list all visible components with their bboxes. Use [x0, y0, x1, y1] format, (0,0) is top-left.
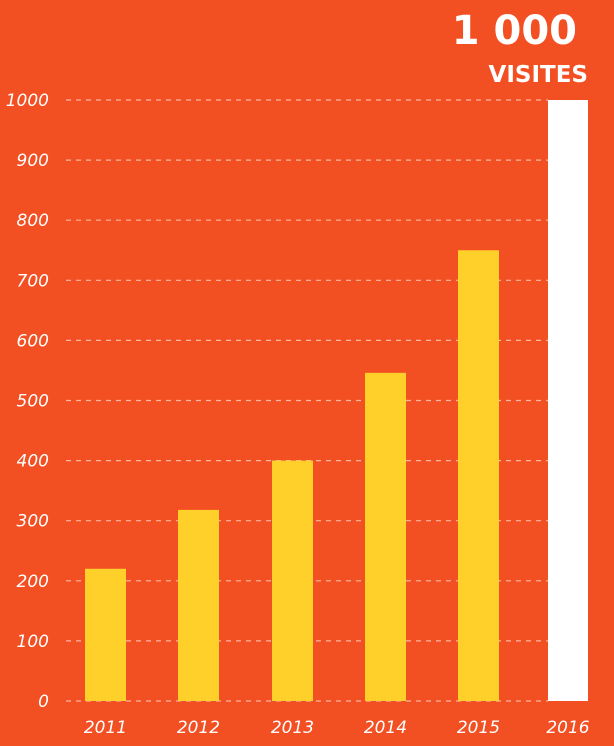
y-tick-label: 900	[17, 151, 49, 171]
bars	[85, 100, 588, 701]
x-tick-label: 2011	[84, 718, 127, 738]
y-tick-label: 1000	[6, 91, 49, 111]
x-tick-label: 2012	[177, 718, 220, 738]
x-tick-label: 2013	[271, 718, 314, 738]
y-tick-label: 0	[38, 692, 49, 712]
y-tick-label: 300	[17, 512, 49, 532]
y-axis-ticks: 0 100 200 300 400 500 600 700 800 900 1000	[6, 91, 49, 712]
bar	[458, 250, 499, 701]
y-tick-label: 100	[17, 632, 49, 652]
y-tick-label: 200	[17, 572, 49, 592]
y-tick-label: 600	[17, 331, 49, 351]
bar	[85, 568, 126, 701]
highlight-value-label: 1 000	[452, 8, 577, 54]
y-tick-label: 700	[17, 271, 49, 291]
x-axis-ticks: 2011 2012 2013 2014 2015 2016	[84, 718, 590, 738]
bar-highlight	[548, 100, 588, 701]
bar	[272, 460, 313, 701]
x-tick-label: 2016	[546, 718, 589, 738]
x-tick-label: 2015	[457, 718, 500, 738]
bar	[365, 372, 406, 701]
y-tick-label: 400	[17, 452, 49, 472]
y-tick-label: 500	[17, 392, 49, 412]
y-tick-label: 800	[17, 211, 49, 231]
bar	[178, 509, 219, 701]
highlight-unit-label: VISITES	[489, 62, 588, 88]
x-tick-label: 2014	[364, 718, 407, 738]
